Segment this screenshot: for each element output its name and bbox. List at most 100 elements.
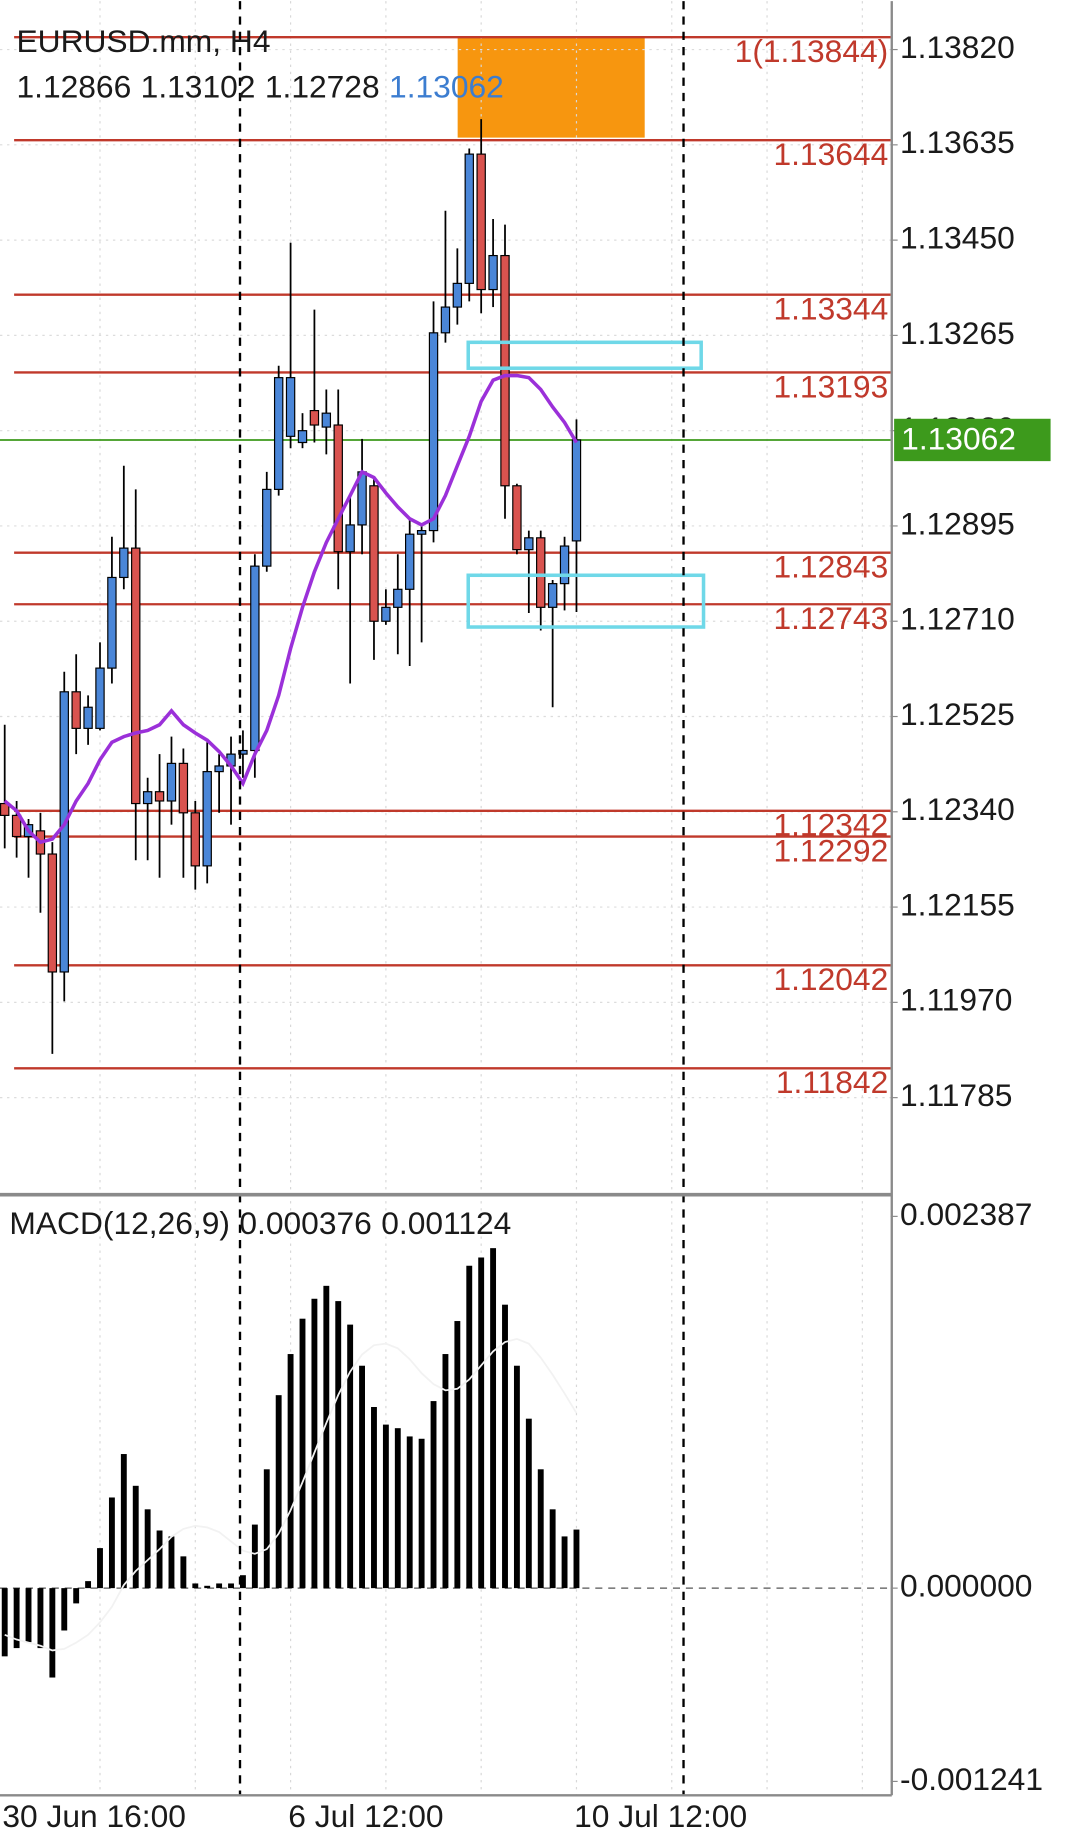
- candle-body: [0, 802, 10, 816]
- macd-bar: [216, 1583, 223, 1589]
- macd-bar: [299, 1318, 306, 1589]
- macd-bar: [359, 1365, 365, 1589]
- candle-body: [59, 691, 69, 973]
- y-tick-label: 1.12710: [900, 601, 1015, 637]
- moving-average: [3, 373, 578, 845]
- macd-bar: [73, 1588, 80, 1604]
- high-value: 1.13102: [141, 69, 256, 105]
- macd-bar: [382, 1424, 389, 1589]
- zone-rectangle: [466, 340, 703, 370]
- candle-body: [107, 576, 117, 669]
- macd-title: MACD(12,26,9): [9, 1205, 230, 1241]
- candle-body: [154, 791, 165, 802]
- candle-body: [440, 306, 451, 334]
- candle-body: [119, 547, 129, 579]
- macd-bar: [371, 1407, 377, 1589]
- macd-bar: [37, 1588, 44, 1649]
- candle-body: [202, 771, 212, 867]
- level-label: 1.13344: [773, 291, 888, 327]
- label-layer: 1.138201.136351.134501.132651.130801.128…: [2, 29, 1051, 1834]
- level-label: 1.13644: [773, 136, 888, 172]
- low-value: 1.12728: [265, 69, 380, 105]
- price-label-box: [894, 418, 1051, 462]
- candle-body: [416, 530, 427, 535]
- macd-bar: [1, 1588, 8, 1657]
- macd-bar: [228, 1583, 234, 1589]
- macd-bar: [478, 1257, 485, 1589]
- candle-body: [345, 524, 355, 553]
- candle-body: [166, 762, 177, 802]
- y-tick-label: 1.13450: [900, 220, 1015, 256]
- candle-body: [297, 430, 308, 444]
- level-label: 1.12292: [773, 832, 888, 868]
- y-tick-label: 1.12155: [900, 886, 1015, 922]
- close-value: 1.13062: [389, 69, 504, 105]
- candle-body: [452, 282, 463, 308]
- macd-bar: [513, 1365, 520, 1589]
- candle-body: [131, 547, 141, 805]
- macd-y-tick-label: 0.002387: [900, 1196, 1032, 1232]
- y-tick-label: 1.13635: [900, 124, 1015, 160]
- zone-rectangle: [457, 37, 645, 138]
- macd-y-tick-label: -0.001241: [900, 1761, 1043, 1797]
- x-tick-label: 10 Jul 12:00: [574, 1798, 747, 1834]
- level-label: 1.11842: [776, 1064, 888, 1100]
- candle-body: [393, 588, 403, 608]
- candle-body: [214, 765, 224, 773]
- macd-bar: [132, 1485, 139, 1589]
- candle-body: [321, 412, 332, 428]
- macd-bar: [108, 1497, 115, 1589]
- x-tick-label: 30 Jun 16:00: [2, 1798, 186, 1834]
- level-label: 1.13193: [773, 368, 888, 404]
- level-label: 1.12342: [773, 807, 888, 843]
- macd-bar: [263, 1469, 270, 1589]
- y-tick-label: 1.12340: [900, 791, 1015, 827]
- macd-bar: [275, 1395, 282, 1589]
- y-tick-label: 1.13265: [900, 315, 1015, 351]
- price-label: 1.13062: [901, 421, 1016, 457]
- candle-body: [47, 853, 58, 973]
- macd-signal: [4, 1338, 578, 1652]
- candle-body: [464, 153, 474, 284]
- signal-value: 0.001124: [381, 1205, 511, 1241]
- candle-body: [428, 332, 439, 532]
- macd-bar: [466, 1265, 473, 1589]
- open-value: 1.12866: [16, 69, 131, 105]
- macd-bar: [168, 1536, 175, 1589]
- macd-bar: [204, 1585, 211, 1589]
- macd-bar: [394, 1428, 401, 1589]
- level-label: 1(1.13844): [735, 33, 889, 69]
- macd-bar: [418, 1438, 425, 1589]
- macd-bar: [180, 1556, 187, 1589]
- macd-bar: [251, 1524, 258, 1589]
- y-tick-label: 1.11785: [900, 1077, 1012, 1113]
- macd-bar: [454, 1321, 461, 1589]
- macd-bar: [49, 1588, 56, 1678]
- candle-body: [333, 424, 343, 553]
- macd-bar: [430, 1401, 437, 1589]
- macd-bar: [13, 1588, 20, 1649]
- macd-y-tick-label: 0.000000: [900, 1568, 1032, 1604]
- macd-bar: [85, 1581, 92, 1589]
- candle-body: [273, 377, 284, 490]
- overlay-layer: [0, 1, 893, 1797]
- candle-body: [95, 667, 105, 729]
- candle-body: [178, 762, 189, 814]
- macd-bar: [25, 1588, 32, 1643]
- y-tick-label: 1.12895: [900, 505, 1015, 541]
- macd-bar: [347, 1324, 354, 1589]
- macd-bar: [311, 1298, 318, 1589]
- level-label: 1.12843: [773, 549, 888, 585]
- candle-body: [524, 537, 534, 551]
- macd-bar: [120, 1454, 127, 1589]
- candle-body: [71, 691, 81, 729]
- plot-layer: [0, 119, 582, 1678]
- candle-body: [369, 485, 379, 622]
- candle-body: [476, 153, 486, 291]
- candle-body: [559, 545, 570, 585]
- macd-bar: [525, 1418, 532, 1589]
- macd-bar: [61, 1588, 68, 1631]
- macd-header: MACD(12,26,9) 0.000376 0.001124: [9, 1205, 511, 1241]
- macd-bar: [442, 1354, 449, 1589]
- macd-bar: [240, 1575, 246, 1589]
